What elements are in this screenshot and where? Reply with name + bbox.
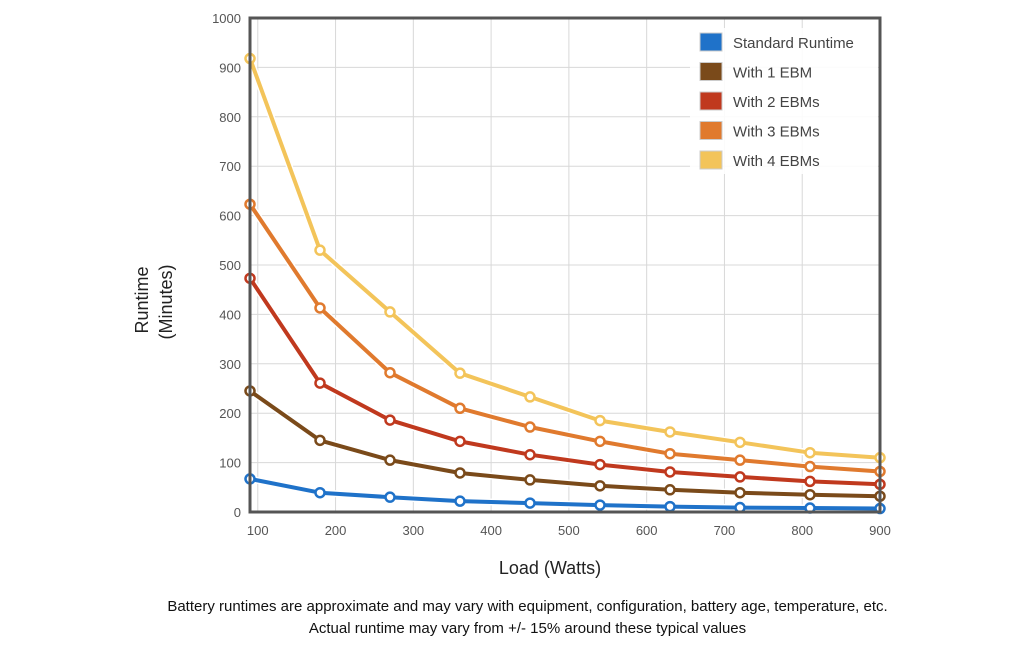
data-point	[734, 471, 746, 483]
x-tick-label: 400	[480, 523, 502, 538]
data-point	[524, 474, 536, 486]
data-point	[594, 458, 606, 471]
series-4	[244, 198, 886, 478]
y-tick-label: 0	[234, 505, 241, 520]
data-point	[664, 466, 676, 478]
data-point	[314, 302, 326, 314]
data-point	[384, 366, 396, 379]
series-3	[244, 272, 886, 491]
data-point	[664, 500, 676, 513]
series-line	[248, 57, 881, 460]
series-2	[244, 385, 886, 502]
data-point	[594, 435, 606, 448]
legend-swatch	[699, 91, 723, 111]
y-tick-label: 900	[219, 60, 241, 75]
axis-ticks: 0 100 200 300 400 500 600 700 800 900 1000 100 200 30…	[212, 11, 891, 538]
data-point	[454, 367, 466, 379]
y-tick-label: 500	[219, 258, 241, 273]
runtime-chart: 0 100 200 300 400 500 600 700 800 900 1000 100 200 30…	[132, 11, 891, 578]
x-tick-label: 100	[247, 523, 269, 538]
legend-swatch	[699, 62, 723, 81]
data-point	[524, 497, 536, 509]
x-tick-label: 300	[402, 523, 424, 538]
series-layer	[244, 52, 886, 515]
data-point	[664, 484, 676, 496]
series-line	[249, 476, 881, 511]
x-tick-label: 900	[869, 523, 891, 538]
x-tick-label: 600	[636, 523, 658, 538]
data-point	[384, 306, 396, 318]
data-point	[454, 495, 466, 507]
data-point	[524, 448, 536, 461]
y-tick-label: 200	[219, 406, 241, 421]
legend-swatch	[699, 121, 723, 140]
series-5	[244, 52, 886, 464]
data-point	[314, 377, 326, 389]
y-axis-label-line2: (Minutes)	[156, 264, 176, 339]
data-point	[594, 480, 606, 492]
data-point	[454, 402, 466, 415]
series-line-halo	[247, 276, 881, 488]
series-1	[244, 473, 886, 515]
data-point	[804, 446, 816, 459]
data-point	[384, 454, 396, 466]
data-point	[314, 434, 326, 447]
legend-label: With 3 EBMs	[733, 124, 820, 141]
data-point	[594, 414, 606, 427]
data-point	[804, 488, 816, 501]
legend-swatch	[699, 32, 723, 52]
x-tick-label: 800	[791, 523, 813, 538]
data-point	[734, 436, 746, 449]
series-line	[248, 389, 881, 499]
data-point	[454, 435, 466, 448]
footnote-line-2: Actual runtime may vary from +/- 15% aro…	[308, 620, 747, 637]
legend-label: With 4 EBMs	[733, 153, 820, 170]
data-point	[734, 486, 746, 499]
data-point	[314, 486, 326, 499]
y-tick-label: 400	[219, 307, 241, 322]
x-tick-label: 500	[558, 523, 580, 538]
data-point	[804, 460, 816, 473]
data-point	[524, 391, 536, 403]
data-point	[454, 467, 466, 479]
data-point	[664, 426, 676, 438]
y-tick-label: 300	[219, 357, 241, 372]
y-tick-label: 1000	[212, 11, 241, 26]
plot-frame	[248, 16, 882, 514]
data-point	[524, 421, 536, 433]
legend-label: With 1 EBM	[733, 65, 812, 82]
legend-label: Standard Runtime	[733, 35, 854, 52]
data-point	[594, 499, 606, 511]
x-tick-label: 700	[714, 523, 736, 538]
data-point	[734, 454, 746, 466]
legend-swatch	[699, 150, 723, 170]
data-point	[384, 491, 396, 503]
y-tick-label: 600	[219, 209, 241, 224]
y-tick-label: 800	[219, 110, 241, 125]
x-tick-label: 200	[325, 523, 347, 538]
y-tick-label: 100	[219, 456, 241, 471]
data-point	[384, 414, 396, 426]
series-line-halo	[247, 202, 881, 475]
data-point	[314, 244, 326, 256]
y-axis-label-line1: Runtime	[132, 266, 152, 333]
footnote-line-1: Battery runtimes are approximate and may…	[167, 598, 888, 615]
data-point	[664, 447, 676, 460]
legend: Standard Runtime With 1 EBM With 2 EBMs Wit…	[690, 28, 878, 174]
y-tick-label: 700	[219, 159, 241, 174]
series-line	[248, 203, 881, 474]
series-line	[248, 277, 881, 487]
x-axis-label: Load (Watts)	[499, 558, 601, 578]
data-point	[804, 475, 816, 488]
legend-label: With 2 EBMs	[733, 94, 820, 111]
